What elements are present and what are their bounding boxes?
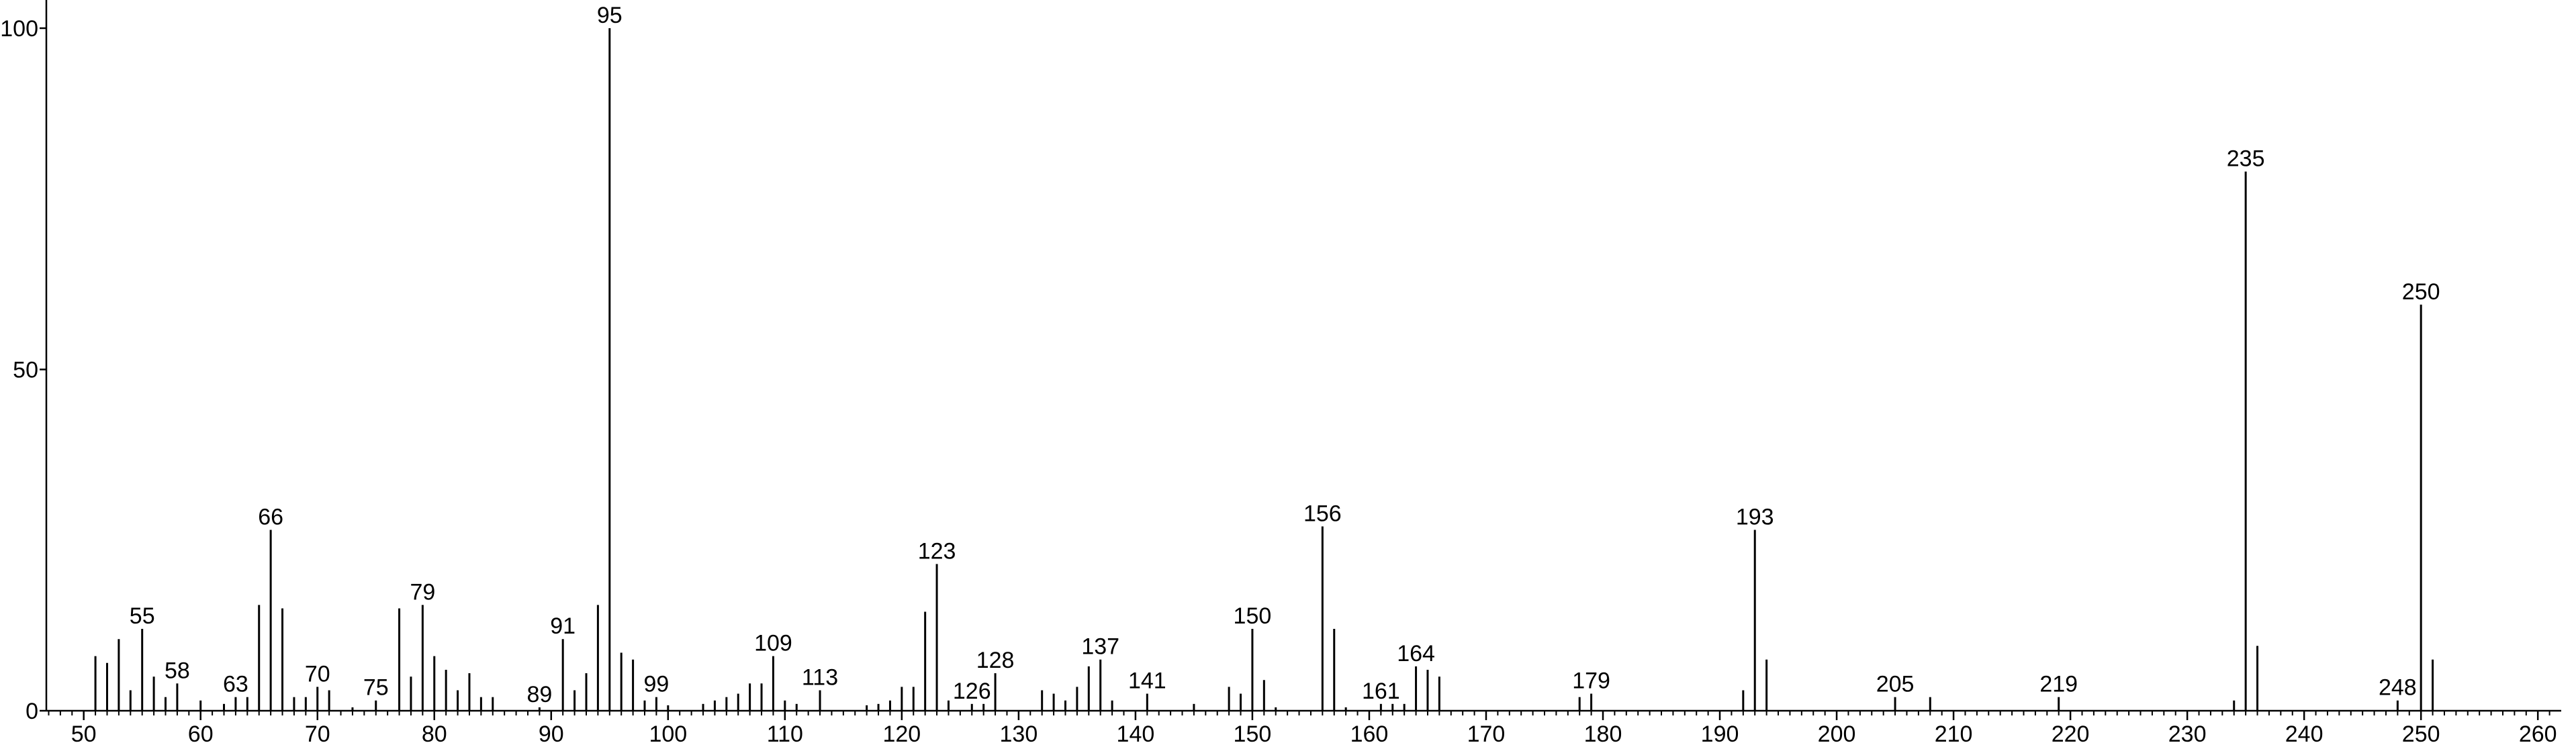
peak-label: 235 bbox=[2227, 146, 2265, 172]
y-tick-label: 100 bbox=[0, 16, 38, 42]
peak-label: 55 bbox=[130, 603, 155, 629]
x-tick-label: 90 bbox=[539, 721, 564, 747]
peak-label: 75 bbox=[363, 675, 389, 701]
x-tick-label: 80 bbox=[422, 721, 447, 747]
peak-label: 66 bbox=[258, 504, 283, 530]
peak-label: 205 bbox=[1876, 672, 1915, 697]
peak-label: 70 bbox=[305, 661, 330, 687]
peak-label: 95 bbox=[597, 3, 623, 28]
peak-label: 128 bbox=[976, 648, 1015, 673]
x-tick-label: 50 bbox=[71, 721, 97, 747]
peak-label: 91 bbox=[550, 613, 576, 639]
y-tick-label: 0 bbox=[26, 699, 38, 724]
x-tick-label: 240 bbox=[2285, 721, 2324, 747]
x-tick-label: 210 bbox=[1935, 721, 1973, 747]
x-tick-label: 220 bbox=[2052, 721, 2090, 747]
peak-label: 109 bbox=[754, 631, 792, 656]
peak-label: 99 bbox=[643, 672, 669, 697]
peak-label: 126 bbox=[953, 679, 991, 704]
x-tick-label: 230 bbox=[2168, 721, 2207, 747]
x-tick-label: 70 bbox=[305, 721, 330, 747]
peak-label: 150 bbox=[1234, 603, 1272, 629]
peak-label: 141 bbox=[1128, 668, 1166, 694]
peak-label: 113 bbox=[802, 664, 838, 690]
peak-label: 79 bbox=[410, 579, 435, 605]
peak-label: 164 bbox=[1397, 641, 1435, 666]
peak-label: 156 bbox=[1303, 501, 1342, 526]
x-tick-label: 250 bbox=[2402, 721, 2440, 747]
peak-label: 250 bbox=[2402, 279, 2440, 305]
x-tick-label: 130 bbox=[1000, 721, 1038, 747]
peak-label: 219 bbox=[2039, 672, 2078, 697]
x-tick-label: 150 bbox=[1234, 721, 1272, 747]
peak-label: 179 bbox=[1572, 668, 1610, 694]
y-tick-label: 50 bbox=[13, 358, 38, 383]
peak-label: 58 bbox=[165, 658, 190, 683]
x-tick-label: 110 bbox=[767, 721, 803, 747]
peak-label: 89 bbox=[526, 682, 552, 707]
x-tick-label: 140 bbox=[1117, 721, 1155, 747]
peak-label: 248 bbox=[2379, 675, 2417, 701]
x-tick-label: 60 bbox=[188, 721, 214, 747]
peak-label: 63 bbox=[223, 672, 248, 697]
peak-label: 137 bbox=[1081, 634, 1119, 660]
peak-label: 123 bbox=[918, 538, 956, 564]
x-tick-label: 100 bbox=[649, 721, 687, 747]
peak-label: 193 bbox=[1736, 504, 1774, 530]
x-tick-label: 170 bbox=[1467, 721, 1506, 747]
x-tick-label: 190 bbox=[1701, 721, 1739, 747]
x-tick-label: 120 bbox=[882, 721, 921, 747]
x-tick-label: 180 bbox=[1584, 721, 1622, 747]
x-tick-label: 160 bbox=[1350, 721, 1389, 747]
x-tick-label: 200 bbox=[1818, 721, 1856, 747]
peak-label: 161 bbox=[1362, 679, 1400, 704]
x-tick-label: 260 bbox=[2519, 721, 2557, 747]
